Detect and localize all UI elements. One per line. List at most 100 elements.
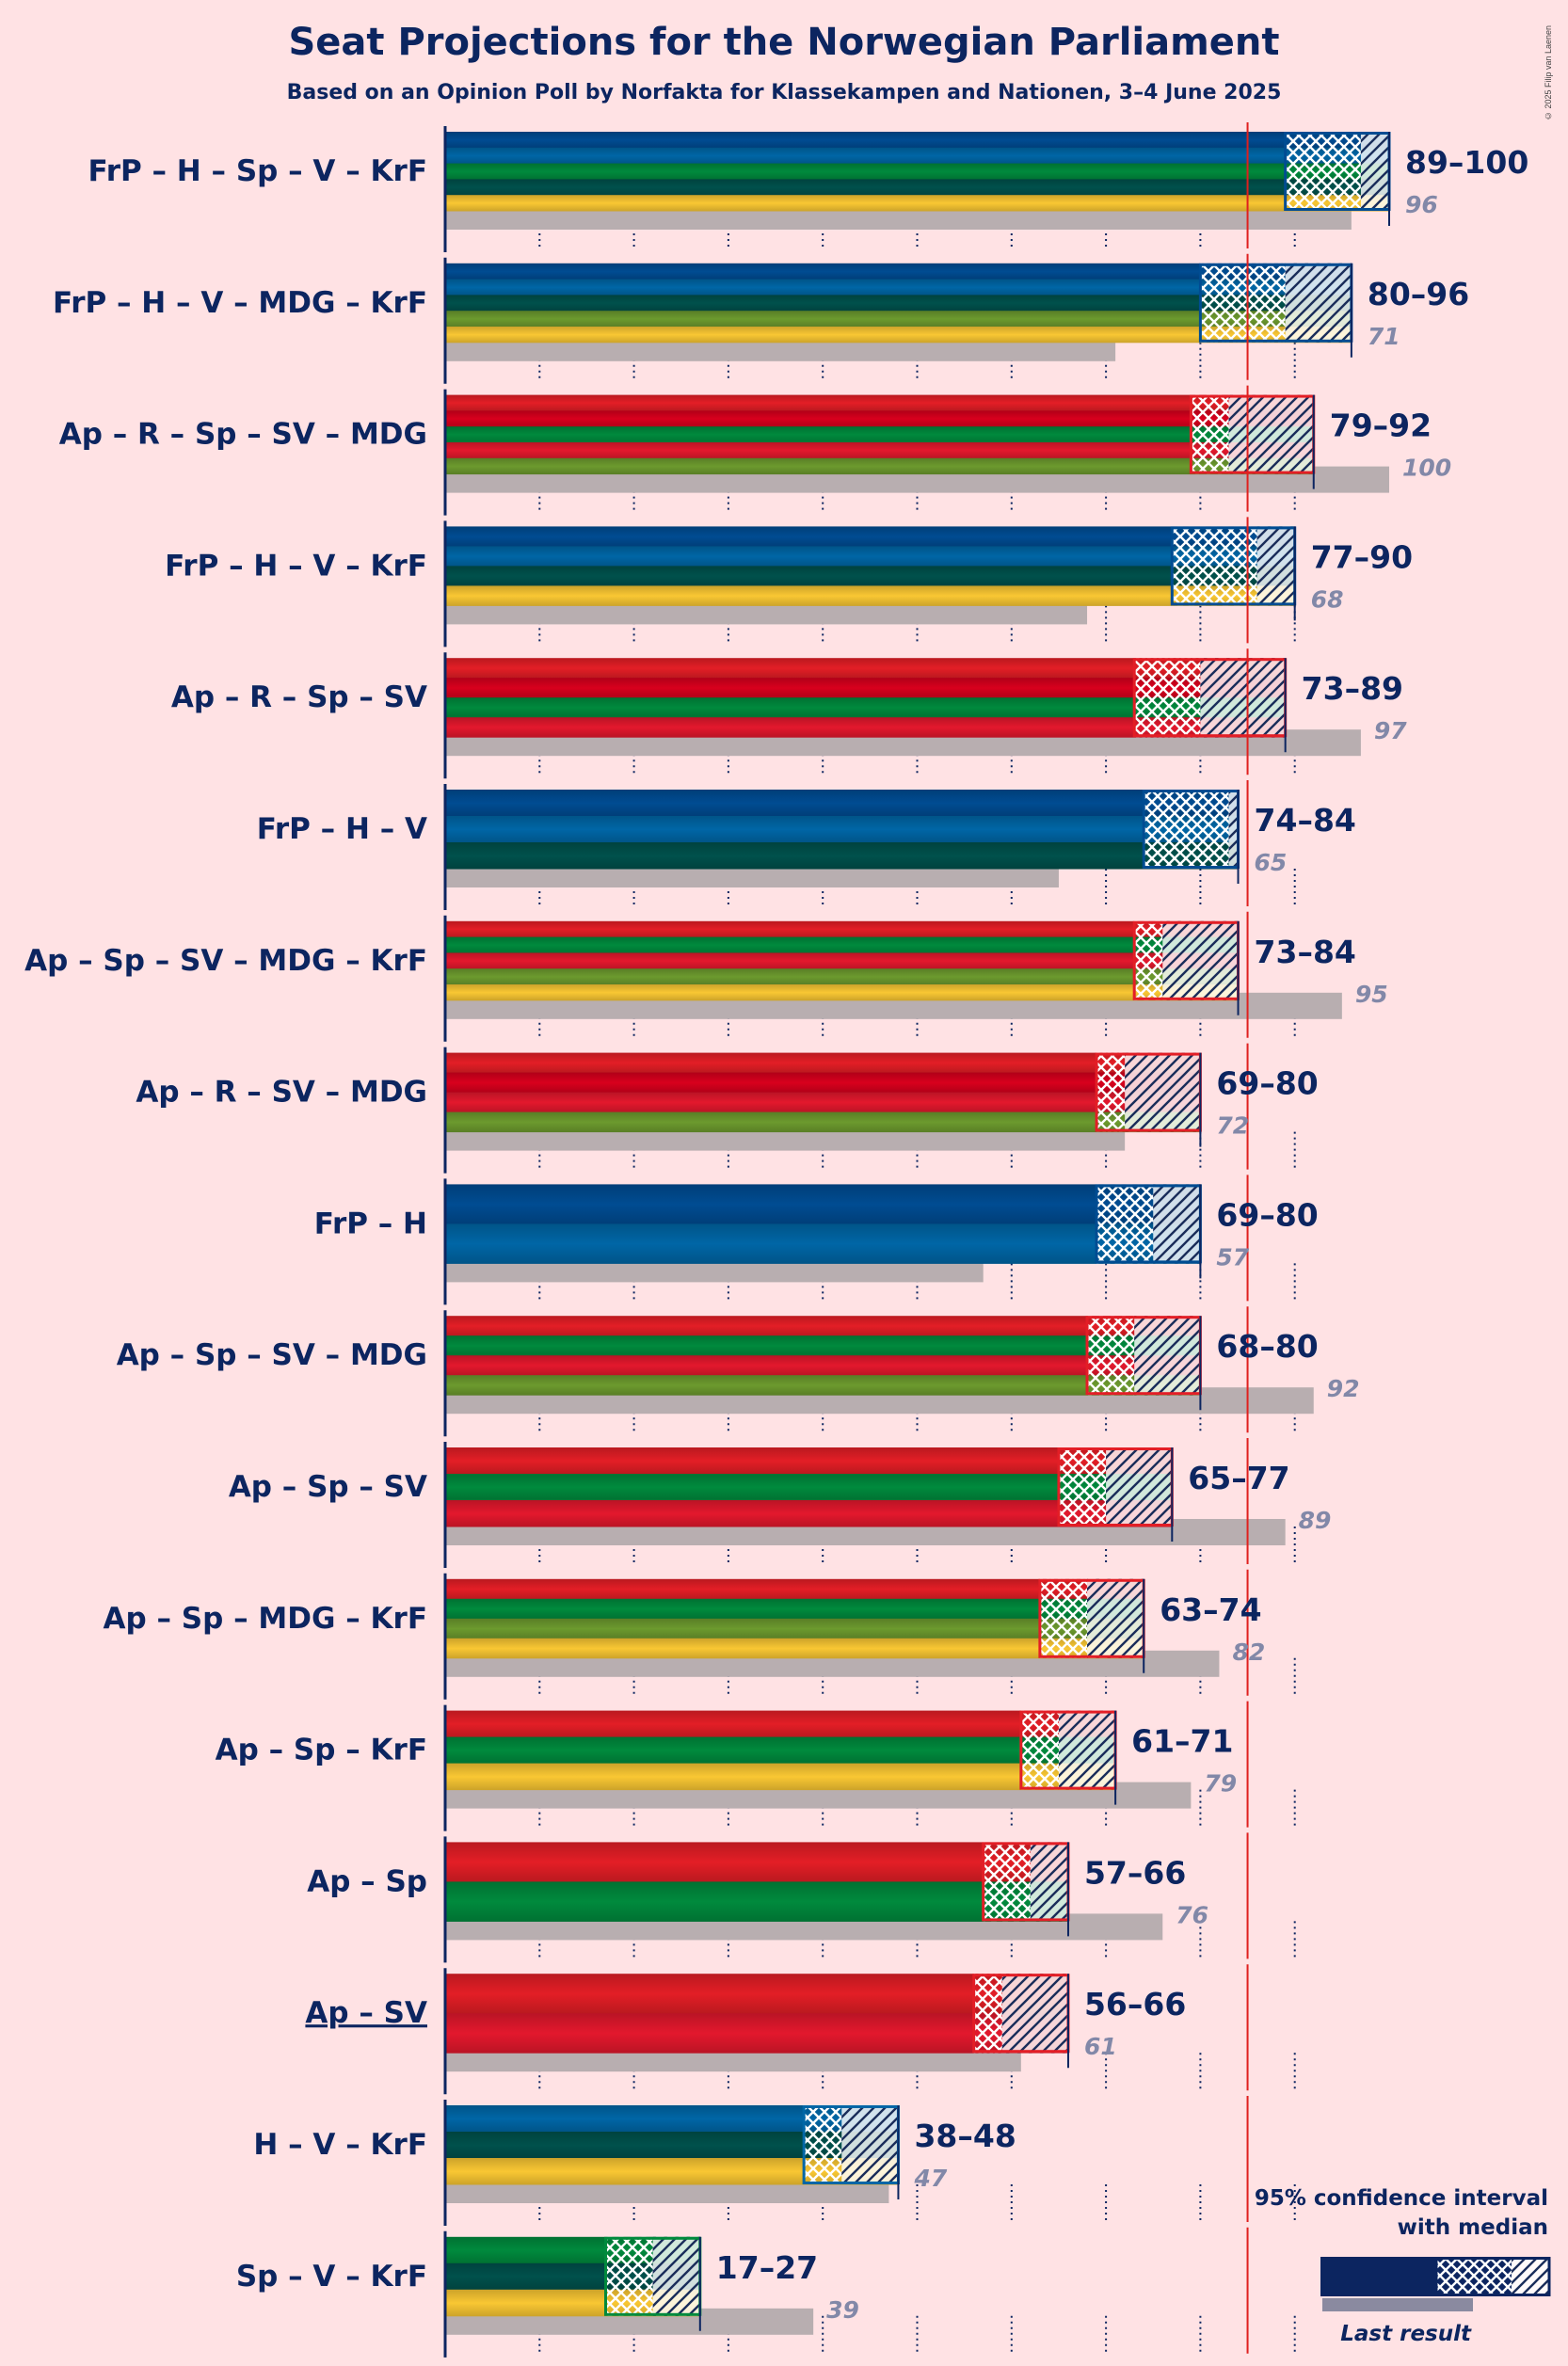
coalition-label: Ap – Sp – KrF [216, 1734, 427, 1767]
ci-upper-half [1162, 920, 1239, 1000]
last-result-label: 79 [1204, 1770, 1237, 1798]
ci-upper-half [1134, 1316, 1201, 1396]
party-stripe-mdg [445, 457, 1314, 475]
coalition-label: Ap – Sp – SV [229, 1470, 427, 1504]
coalition-label: FrP – H [314, 1207, 427, 1240]
last-result-label: 57 [1216, 1243, 1249, 1271]
chart-subtitle: Based on an Opinion Poll by Norfakta for… [286, 81, 1282, 104]
last-result-label: 39 [826, 2296, 859, 2324]
range-label: 61–71 [1131, 1723, 1233, 1760]
last-result-label: 92 [1327, 1375, 1360, 1402]
coalition-row: Ap – R – Sp – SV 73–89 97 [171, 648, 1407, 779]
legend-title-line1: 95% confidence interval [1255, 2186, 1548, 2211]
range-label: 17–27 [716, 2249, 818, 2286]
party-stripe-sv [445, 442, 1314, 459]
party-stripe-sp [445, 1736, 1116, 1765]
party-stripe-krf [445, 585, 1295, 606]
party-stripe-krf [445, 327, 1352, 344]
last-result-label: 68 [1311, 585, 1344, 613]
party-stripe-v [445, 566, 1295, 586]
coalition-label: Sp – V – KrF [236, 2260, 427, 2294]
party-stripe-krf [445, 1638, 1144, 1659]
ci-upper-half [1087, 1578, 1144, 1658]
party-stripe-sv [445, 717, 1286, 738]
last-result-label: 100 [1402, 455, 1451, 482]
last-result-label: 76 [1176, 1901, 1208, 1928]
legend-bar-solid [1320, 2257, 1436, 2296]
ci-upper-half [1030, 1842, 1068, 1922]
ci-lower-half [1285, 132, 1361, 211]
legend-title-line2: with median [1398, 2215, 1548, 2240]
coalition-row: FrP – H – V 74–84 65 [257, 780, 1356, 910]
ci-lower-half [1058, 1447, 1107, 1527]
coalition-row: Ap – Sp – SV – MDG – KrF 73–84 95 [24, 911, 1388, 1042]
ci-lower-half [983, 1842, 1031, 1922]
party-stripe-krf [445, 195, 1389, 212]
party-stripe-sp [445, 426, 1314, 443]
ci-upper-half [841, 2105, 899, 2184]
party-stripe-h [445, 147, 1389, 165]
coalition-label: H – V – KrF [253, 2128, 427, 2162]
range-label: 74–84 [1255, 802, 1356, 839]
coalition-label: Ap – Sp – SV – MDG [117, 1338, 427, 1372]
party-stripe-v [445, 842, 1239, 870]
party-stripe-sp [445, 1335, 1201, 1356]
party-stripe-ap [445, 394, 1314, 411]
ci-upper-half [1058, 1710, 1116, 1790]
coalition-label: Ap – R – Sp – SV – MDG [59, 418, 427, 452]
party-stripe-frp [445, 132, 1389, 149]
party-stripe-r [445, 410, 1314, 427]
legend-bar-median [1436, 2257, 1512, 2296]
coalition-label: FrP – H – V – MDG – KrF [53, 286, 427, 320]
ci-upper-half [1360, 132, 1389, 211]
coalition-label: Ap – R – SV – MDG [136, 1076, 427, 1110]
last-result-label: 65 [1255, 849, 1288, 876]
party-stripe-ap [445, 1842, 1068, 1882]
party-stripe-mdg [445, 1111, 1201, 1133]
last-result-label: 61 [1084, 2033, 1117, 2060]
ci-lower-half [1096, 1184, 1154, 1264]
coalition-row: FrP – H – Sp – V – KrF 89–100 96 [88, 122, 1528, 252]
party-stripe-h [445, 1223, 1201, 1264]
range-label: 69–80 [1216, 1065, 1318, 1102]
range-label: 79–92 [1330, 408, 1432, 444]
party-stripe-ap [445, 1710, 1116, 1738]
party-stripe-sp [445, 936, 1239, 953]
party-stripe-ap [445, 658, 1286, 679]
range-label: 63–74 [1160, 1591, 1261, 1628]
range-label: 57–66 [1084, 1854, 1186, 1891]
ci-lower-half [605, 2236, 653, 2316]
coalition-row: Ap – Sp – SV – MDG 68–80 92 [117, 1306, 1360, 1437]
range-label: 38–48 [914, 2118, 1016, 2154]
party-stripe-sp [445, 697, 1286, 718]
ci-lower-half [1191, 394, 1229, 474]
party-stripe-krf [445, 984, 1239, 1001]
coalition-label: Ap – Sp [307, 1864, 427, 1898]
ci-upper-half [1125, 1052, 1201, 1132]
range-label: 77–90 [1311, 538, 1413, 575]
last-result-label: 72 [1216, 1112, 1249, 1140]
party-stripe-mdg [445, 311, 1352, 328]
last-result-label: 47 [913, 2165, 947, 2192]
party-stripe-frp [445, 790, 1239, 817]
legend-bar-upper [1512, 2257, 1549, 2296]
ci-lower-half [1039, 1578, 1088, 1658]
ci-upper-half [1285, 263, 1352, 343]
coalition-label: Ap – Sp – SV – MDG – KrF [24, 944, 427, 978]
range-label: 80–96 [1368, 276, 1469, 312]
party-stripe-ap [445, 1447, 1173, 1475]
party-stripe-ap [445, 1052, 1201, 1074]
party-stripe-r [445, 1072, 1201, 1094]
ci-lower-half [1144, 790, 1229, 869]
party-stripe-frp [445, 526, 1295, 547]
party-stripe-sv [445, 952, 1239, 969]
party-stripe-mdg [445, 1618, 1144, 1639]
range-label: 89–100 [1405, 144, 1528, 181]
party-stripe-mdg [445, 1375, 1201, 1396]
party-stripe-sp [445, 1474, 1173, 1501]
coalition-row: Sp – V – KrF 17–27 39 [236, 2227, 1249, 2358]
ci-upper-half [1228, 394, 1314, 474]
ci-upper-half [1001, 1974, 1068, 2054]
party-stripe-ap [445, 1578, 1144, 1600]
coalition-row: Ap – SV 56–66 61 [305, 1964, 1249, 2095]
